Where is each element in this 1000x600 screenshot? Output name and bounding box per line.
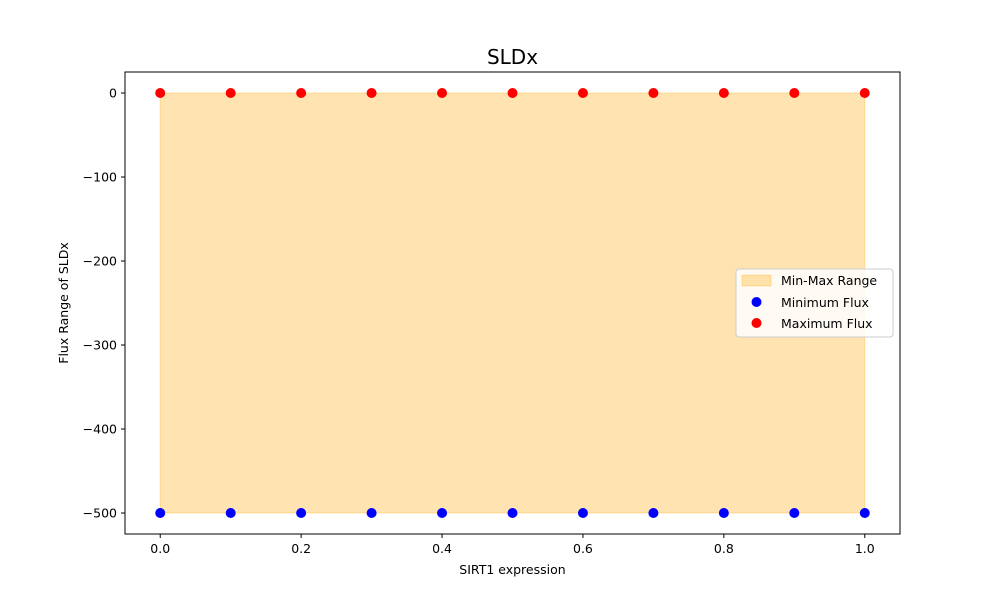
minimum-flux-point (789, 508, 800, 518)
maximum-flux-point (648, 88, 659, 98)
x-tick-label: 0.0 (150, 541, 170, 556)
maximum-flux-point (789, 88, 800, 98)
minimum-flux-point (437, 508, 448, 518)
y-axis: 0 −100 −200 −300 −400 −500 (83, 86, 125, 521)
minimum-flux-point (296, 508, 307, 518)
maximum-flux-point (718, 88, 729, 98)
y-tick-label: −100 (83, 170, 117, 185)
legend-label-maximum: Maximum Flux (781, 316, 873, 331)
x-axis-label: SIRT1 expression (459, 562, 565, 577)
maximum-flux-point (225, 88, 236, 98)
legend-box (735, 268, 894, 338)
minimum-flux-point (648, 508, 659, 518)
maximum-flux-point (437, 88, 448, 98)
y-tick-label: −500 (83, 506, 117, 521)
minimum-flux-point (507, 508, 518, 518)
y-tick-label: −400 (83, 422, 117, 437)
legend-label-minimum: Minimum Flux (781, 295, 869, 310)
maximum-flux-point (577, 88, 588, 98)
plot-area (155, 88, 870, 518)
y-tick-label: 0 (109, 86, 117, 101)
x-tick-label: 0.2 (291, 541, 311, 556)
x-tick-label: 0.4 (432, 541, 452, 556)
maximum-flux-point (296, 88, 307, 98)
minimum-flux-point (225, 508, 236, 518)
axes-frame (124, 71, 901, 535)
chart-title: SLDx (487, 45, 538, 69)
maximum-flux-point (366, 88, 377, 98)
minimum-flux-point (155, 508, 166, 518)
x-tick-label: 0.6 (573, 541, 593, 556)
y-tick-label: −300 (83, 338, 117, 353)
maximum-flux-point (859, 88, 870, 98)
x-tick-label: 0.8 (714, 541, 734, 556)
maximum-flux-point (507, 88, 518, 98)
minimum-flux-point (859, 508, 870, 518)
x-tick-label: 1.0 (855, 541, 875, 556)
y-axis-label: Flux Range of SLDx (56, 242, 71, 364)
legend: Min-Max Range Minimum Flux Maximum Flux (735, 268, 894, 338)
x-axis: 0.0 0.2 0.4 0.6 0.8 1.0 (150, 534, 875, 556)
legend-label-range: Min-Max Range (781, 273, 877, 288)
minimum-flux-point (366, 508, 377, 518)
minimum-flux-point (718, 508, 729, 518)
minimum-flux-point (577, 508, 588, 518)
y-tick-label: −200 (83, 254, 117, 269)
legend-swatch-minimum (751, 297, 762, 307)
legend-swatch-range (741, 274, 772, 287)
legend-swatch-maximum (751, 318, 762, 328)
maximum-flux-point (155, 88, 166, 98)
